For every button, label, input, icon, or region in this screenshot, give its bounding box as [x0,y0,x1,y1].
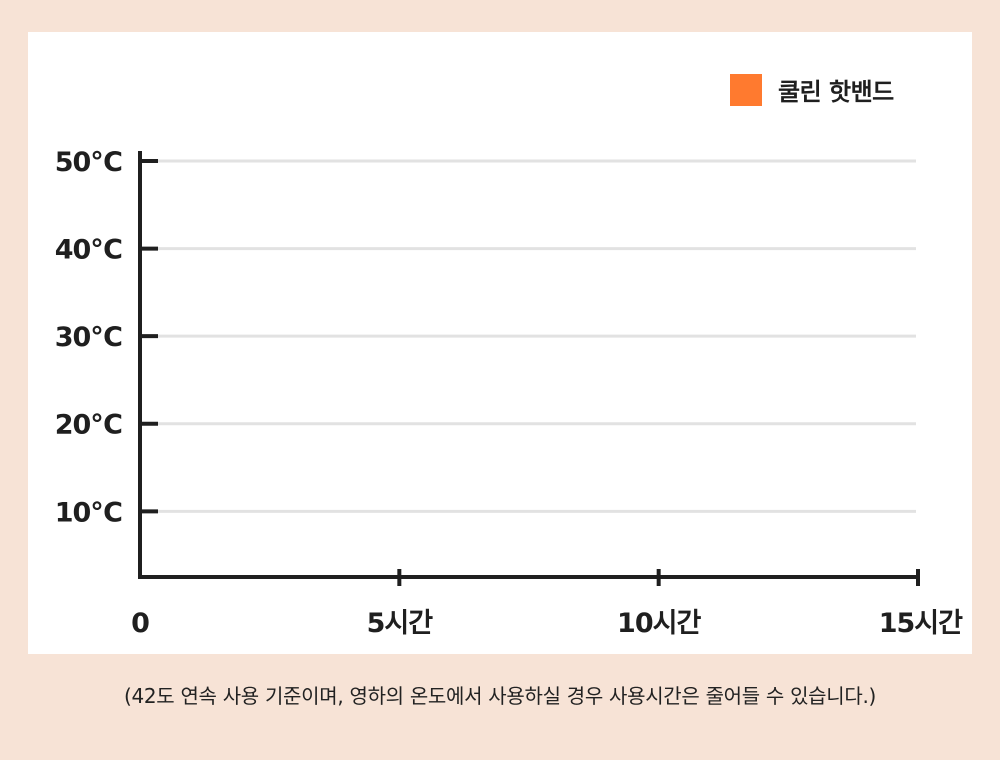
y-tick-label: 20℃ [55,410,122,441]
footnote: (42도 연속 사용 기준이며, 영하의 온도에서 사용하실 경우 사용시간은 … [123,684,877,708]
legend: 쿨린 핫밴드 [730,72,894,107]
y-tick-label: 10℃ [55,497,122,528]
y-tick-label: 50℃ [55,147,122,178]
y-tick-label: 40℃ [55,235,122,266]
x-tick-label: 10시간 [617,608,701,639]
x-tick-label: 15시간 [879,608,963,639]
legend-swatch [730,73,762,106]
chart-panel [28,32,972,654]
legend-label: 쿨린 핫밴드 [778,78,894,106]
x-tick-label: 5시간 [367,608,434,639]
x-tick-label: 0 [131,608,149,639]
y-tick-label: 30℃ [55,322,122,353]
